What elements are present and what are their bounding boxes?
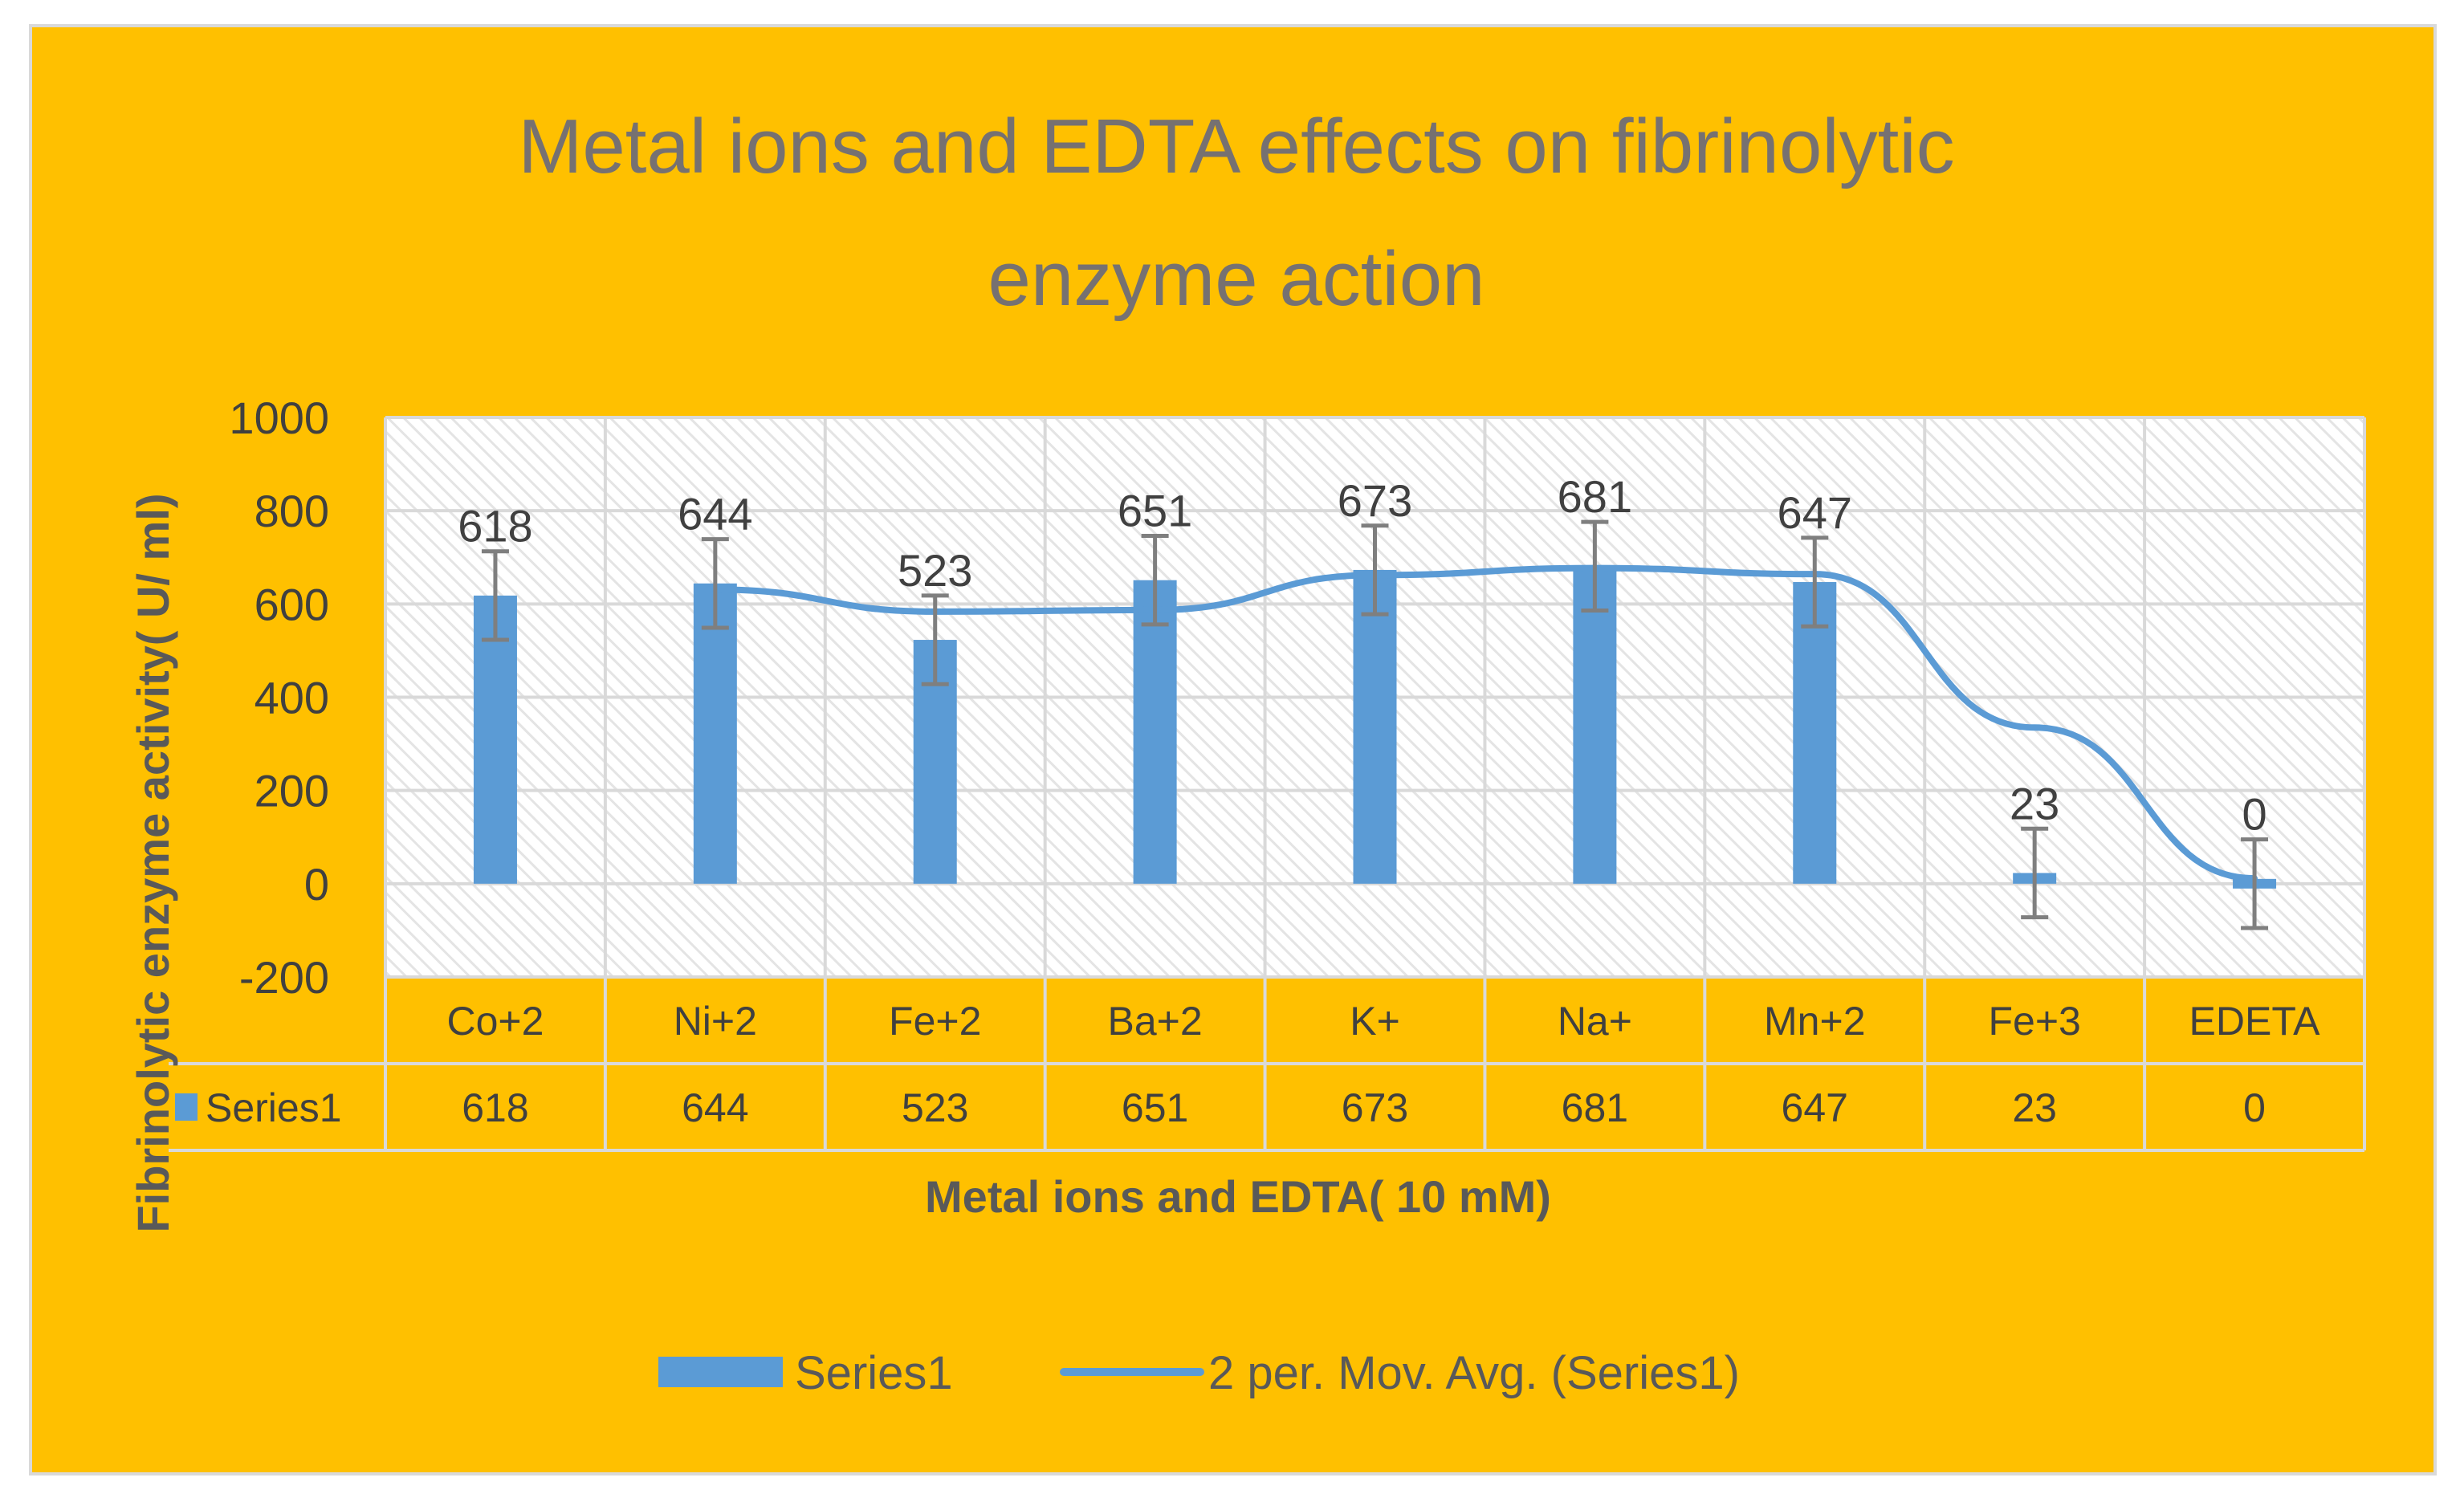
- error-bar-layer: [481, 519, 2269, 930]
- legend-swatch-series1: [658, 1357, 783, 1387]
- data-table-series-key: [175, 1093, 198, 1121]
- data-label: 618: [458, 501, 532, 552]
- moving-average-line: [711, 564, 2258, 882]
- data-label: 647: [1778, 487, 1852, 538]
- data-label: 644: [678, 489, 752, 539]
- x-category-label: Fe+3: [1988, 999, 2080, 1044]
- x-category-label: Mn+2: [1764, 999, 1865, 1044]
- data-table: Co+2 Ni+2 Fe+2 Ba+2 K+ Na+ Mn+2 Fe+3 EDETA 618 644…: [169, 975, 2364, 1152]
- data-label: 673: [1338, 475, 1412, 526]
- data-label: 23: [2010, 778, 2059, 828]
- y-tick-label: -200: [239, 952, 329, 1003]
- x-axis-title: Metal ions and EDTA( 10 mM): [925, 1171, 1551, 1222]
- data-table-row-label: Series1: [206, 1085, 342, 1130]
- y-tick-label: 400: [255, 673, 329, 723]
- x-category-label: Ni+2: [674, 999, 757, 1044]
- data-table-value: 618: [462, 1085, 528, 1130]
- data-table-value: 0: [2243, 1085, 2266, 1130]
- y-tick-label: 800: [255, 486, 329, 536]
- y-tick-label: 600: [255, 579, 329, 629]
- bar: [473, 595, 517, 884]
- data-table-value: 523: [902, 1085, 968, 1130]
- y-tick-label: 0: [304, 859, 329, 910]
- data-table-value: 681: [1562, 1085, 1628, 1130]
- trendline-layer: [711, 564, 2258, 882]
- data-label: 681: [1558, 471, 1632, 522]
- x-category-label: K+: [1350, 999, 1400, 1044]
- legend-label-trendline: 2 per. Mov. Avg. (Series1): [1208, 1347, 1740, 1399]
- y-tick-label: 200: [255, 766, 329, 816]
- data-table-value: 23: [2012, 1085, 2057, 1130]
- data-table-value: 673: [1342, 1085, 1408, 1130]
- data-label: 523: [898, 545, 972, 596]
- bar: [1353, 569, 1397, 884]
- bar: [693, 583, 737, 884]
- y-axis-tick-labels: 1000 800 600 400 200 0 -200: [229, 393, 329, 1003]
- x-category-label: Co+2: [446, 999, 544, 1044]
- legend-label-series1: Series1: [795, 1347, 953, 1399]
- bar: [1133, 580, 1177, 884]
- chart-title-line-2: enzyme action: [988, 236, 1485, 322]
- data-label: 0: [2242, 789, 2266, 840]
- data-table-value: 651: [1122, 1085, 1188, 1130]
- data-label: 651: [1118, 486, 1192, 536]
- y-axis-title: Fibrinolytic enzyme activity( U/ ml): [128, 493, 178, 1232]
- x-category-label: EDETA: [2189, 999, 2321, 1044]
- x-category-label: Fe+2: [889, 999, 981, 1044]
- data-table-value: 644: [682, 1085, 748, 1130]
- bar: [1573, 566, 1617, 884]
- chart-title-line-1: Metal ions and EDTA effects on fibrinoly…: [518, 104, 1954, 189]
- y-tick-label: 1000: [229, 393, 329, 443]
- legend: Series1 2 per. Mov. Avg. (Series1): [658, 1347, 1740, 1399]
- data-label-layer: 618 644 523 651 673 681 647 23 0: [458, 471, 2266, 840]
- x-category-label: Ba+2: [1108, 999, 1203, 1044]
- bar: [1793, 582, 1837, 884]
- x-category-label: Na+: [1558, 999, 1632, 1044]
- data-table-value: 647: [1782, 1085, 1848, 1130]
- bar-series: [473, 566, 2277, 889]
